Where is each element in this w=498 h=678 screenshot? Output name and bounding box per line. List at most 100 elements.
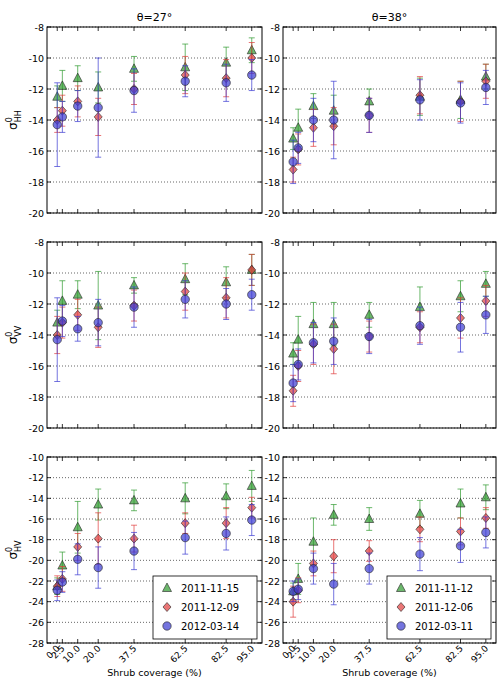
- error-bar-cap: [310, 584, 316, 585]
- grid-line: [47, 397, 262, 398]
- error-bar-cap: [295, 578, 301, 579]
- point: [309, 339, 317, 347]
- y-tick-label: -20: [264, 423, 280, 434]
- y-tick-label: -16: [28, 361, 44, 372]
- y-tick-label: -18: [28, 534, 44, 545]
- error-bar-cap: [366, 584, 372, 585]
- plot-frame: [283, 457, 496, 643]
- y-tick-label: -10: [28, 53, 44, 64]
- error-bar-cap: [249, 470, 255, 471]
- panel-title: θ=27°: [137, 11, 172, 24]
- point: [289, 158, 297, 166]
- tick-mark: [283, 120, 287, 121]
- error-bar-cap: [75, 90, 81, 91]
- tick-mark: [98, 457, 99, 461]
- tick-mark: [185, 27, 186, 31]
- x-axis-label: Shrub coverage (%): [342, 667, 437, 678]
- error-bar-cap: [182, 554, 188, 555]
- error-bar-cap: [483, 296, 489, 297]
- tick-mark: [98, 424, 99, 428]
- tick-mark: [57, 27, 58, 31]
- tick-mark: [47, 273, 51, 274]
- error-bar-cap: [59, 305, 65, 306]
- error-bar-cap: [131, 525, 137, 526]
- point: [416, 550, 424, 558]
- tick-mark: [258, 151, 262, 152]
- error-bar-cap: [54, 600, 60, 601]
- error-bar-cap: [59, 70, 65, 71]
- point: [94, 318, 102, 326]
- tick-mark: [419, 209, 420, 213]
- error-bar-cap: [417, 79, 423, 80]
- tick-mark: [485, 209, 486, 213]
- plot-background: [47, 242, 262, 428]
- point: [74, 555, 82, 563]
- data-group: [53, 38, 257, 167]
- tick-mark: [485, 27, 486, 31]
- error-bar-cap: [182, 44, 188, 45]
- y-tick-label: -16: [264, 514, 280, 525]
- tick-mark: [226, 424, 227, 428]
- point: [294, 144, 302, 152]
- x-axis-label: Shrub coverage (%): [107, 667, 202, 678]
- grid-line: [283, 519, 496, 520]
- point: [222, 529, 230, 537]
- tick-mark: [313, 457, 314, 461]
- y-tick-label: -16: [264, 146, 280, 157]
- error-bar-cap: [458, 123, 464, 124]
- tick-mark: [62, 457, 63, 461]
- legend: 2011-11-152011-12-092012-03-14: [153, 576, 257, 639]
- tick-mark: [185, 242, 186, 246]
- point: [365, 564, 373, 572]
- point: [481, 492, 490, 501]
- tick-mark: [419, 639, 420, 643]
- tick-mark: [258, 366, 262, 367]
- error-bar-cap: [366, 132, 372, 133]
- tick-mark: [293, 424, 294, 428]
- y-tick-label: -20: [28, 423, 44, 434]
- tick-mark: [98, 639, 99, 643]
- error-bar-cap: [458, 82, 464, 83]
- tick-mark: [313, 27, 314, 31]
- tick-mark: [47, 477, 51, 478]
- y-tick-label: -8: [271, 22, 280, 33]
- error-bar-cap: [483, 333, 489, 334]
- tick-mark: [298, 424, 299, 428]
- tick-mark: [369, 457, 370, 461]
- error-bar-cap: [310, 517, 316, 518]
- error-bar-cap: [295, 316, 301, 317]
- tick-mark: [47, 601, 51, 602]
- series: [289, 70, 490, 183]
- tick-mark: [313, 639, 314, 643]
- error-bar-cap: [223, 64, 229, 65]
- y-tick-label: -10: [264, 268, 280, 279]
- error-bar-cap: [483, 271, 489, 272]
- error-bar-cap: [249, 497, 255, 498]
- grid-line: [47, 519, 262, 520]
- tick-mark: [134, 424, 135, 428]
- error-bar-cap: [182, 273, 188, 274]
- point: [58, 578, 66, 586]
- tick-mark: [460, 27, 461, 31]
- grid-line: [283, 397, 496, 398]
- y-tick-label: -26: [264, 617, 280, 628]
- error-bar-cap: [223, 550, 229, 551]
- point: [415, 509, 424, 517]
- tick-mark: [313, 424, 314, 428]
- tick-mark: [492, 477, 496, 478]
- point: [247, 481, 256, 490]
- plot-frame: [47, 242, 262, 428]
- tick-mark: [134, 209, 135, 213]
- error-bar-cap: [59, 132, 65, 133]
- error-bar-cap: [417, 500, 423, 501]
- point: [94, 534, 102, 543]
- point: [330, 337, 338, 345]
- tick-mark: [57, 457, 58, 461]
- y-tick-label: -20: [28, 555, 44, 566]
- tick-mark: [251, 457, 252, 461]
- point: [456, 99, 464, 107]
- error-bar-cap: [310, 98, 316, 99]
- tick-mark: [492, 366, 496, 367]
- x-tick-label: 82.5: [209, 643, 230, 664]
- tick-mark: [258, 120, 262, 121]
